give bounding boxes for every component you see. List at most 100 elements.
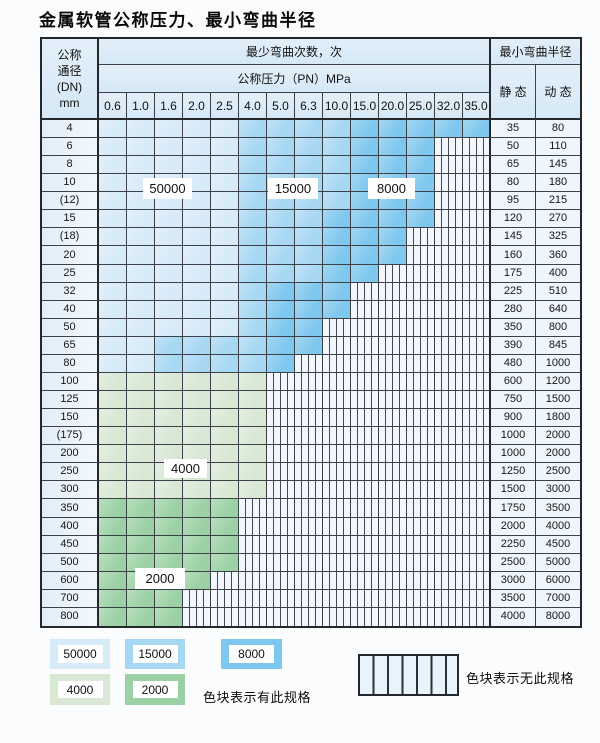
no-spec-cell: [351, 445, 379, 464]
spec-cell: [155, 481, 183, 500]
no-spec-cell: [463, 391, 491, 410]
spec-cell: [239, 210, 267, 229]
spec-cell: [295, 282, 323, 301]
legend-block-value: 50000: [57, 645, 103, 663]
spec-cell: [351, 120, 379, 139]
spec-cell: [183, 246, 211, 265]
dynamic-value-cell: 1000: [536, 354, 580, 373]
no-spec-cell: [463, 481, 491, 500]
no-spec-cell: [379, 300, 407, 319]
spec-cell: [99, 318, 127, 337]
spec-cell: [211, 318, 239, 337]
spec-cell: [211, 174, 239, 193]
no-spec-cell: [239, 517, 267, 536]
no-spec-cell: [435, 174, 463, 193]
spec-cell: [127, 228, 155, 247]
spec-cell: [211, 391, 239, 410]
spec-cell: [407, 156, 435, 175]
spec-cell: [211, 427, 239, 446]
dynamic-value-cell: 1800: [536, 409, 580, 428]
static-value-cell: 750: [491, 391, 536, 410]
static-value-cell: 4000: [491, 607, 536, 626]
spec-cell: [239, 264, 267, 283]
no-spec-cell: [351, 589, 379, 608]
static-value-cell: 175: [491, 264, 536, 283]
no-spec-cell: [351, 481, 379, 500]
static-value-cell: 280: [491, 300, 536, 319]
no-spec-cell: [351, 535, 379, 554]
no-spec-cell: [435, 553, 463, 572]
spec-cell: [127, 517, 155, 536]
no-spec-cell: [351, 336, 379, 355]
spec-cell: [211, 228, 239, 247]
no-spec-cell: [463, 607, 491, 626]
no-spec-cell: [267, 517, 295, 536]
spec-cell: [407, 138, 435, 157]
legend-no-spec-text: 色块表示无此规格: [466, 671, 575, 686]
no-spec-cell: [463, 372, 491, 392]
spec-cell: [379, 120, 407, 139]
spec-cell: [127, 120, 155, 139]
no-spec-cell: [407, 499, 435, 518]
no-spec-cell: [407, 553, 435, 572]
no-spec-cell: [407, 427, 435, 446]
dynamic-value-cell: 2000: [536, 427, 580, 446]
pressure-column-header: 5.0: [267, 93, 295, 120]
spec-cell: [323, 264, 351, 283]
no-spec-cell: [323, 553, 351, 572]
bend-count-label: 8000: [368, 178, 415, 199]
pressure-column-header: 15.0: [351, 93, 379, 120]
spec-cell: [183, 336, 211, 355]
no-spec-cell: [407, 571, 435, 590]
spec-cell: [155, 517, 183, 536]
bend-count-label: 15000: [268, 178, 318, 199]
spec-cell: [379, 138, 407, 157]
dynamic-value-cell: 4000: [536, 517, 580, 536]
no-spec-cell: [435, 427, 463, 446]
spec-cell: [127, 138, 155, 157]
no-spec-cell: [435, 246, 463, 265]
spec-cell: [323, 174, 351, 193]
spec-cell: [211, 246, 239, 265]
spec-cell: [211, 264, 239, 283]
header-static: 静 态: [491, 65, 536, 120]
no-spec-cell: [435, 571, 463, 590]
spec-cell: [239, 282, 267, 301]
legend-block-4000: 4000: [50, 674, 110, 705]
spec-cell: [211, 372, 239, 392]
no-spec-cell: [323, 535, 351, 554]
spec-cell: [323, 192, 351, 211]
no-spec-cell: [351, 372, 379, 392]
no-spec-cell: [407, 409, 435, 428]
spec-cell: [239, 228, 267, 247]
no-spec-cell: [323, 318, 351, 337]
dn-cell: 4: [42, 120, 99, 139]
no-spec-cell: [407, 264, 435, 283]
spec-cell: [267, 210, 295, 229]
spec-cell: [295, 138, 323, 157]
no-spec-cell: [379, 463, 407, 482]
no-spec-cell: [435, 409, 463, 428]
no-spec-cell: [407, 282, 435, 301]
static-value-cell: 900: [491, 409, 536, 428]
spec-cell: [323, 120, 351, 139]
dn-cell: 350: [42, 499, 99, 518]
spec-cell: [127, 246, 155, 265]
spec-cell: [155, 553, 183, 572]
header-dn: 公称 通径 (DN) mm: [42, 39, 99, 120]
no-spec-cell: [407, 589, 435, 608]
no-spec-cell: [379, 535, 407, 554]
no-spec-cell: [379, 517, 407, 536]
no-spec-cell: [435, 372, 463, 392]
spec-cell: [155, 589, 183, 608]
no-spec-cell: [379, 336, 407, 355]
spec-cell: [127, 409, 155, 428]
spec-cell: [99, 192, 127, 211]
spec-cell: [239, 481, 267, 500]
no-spec-cell: [379, 571, 407, 590]
spec-cell: [211, 336, 239, 355]
spec-cell: [99, 282, 127, 301]
static-value-cell: 1000: [491, 445, 536, 464]
spec-cell: [99, 571, 127, 590]
spec-cell: [155, 372, 183, 392]
